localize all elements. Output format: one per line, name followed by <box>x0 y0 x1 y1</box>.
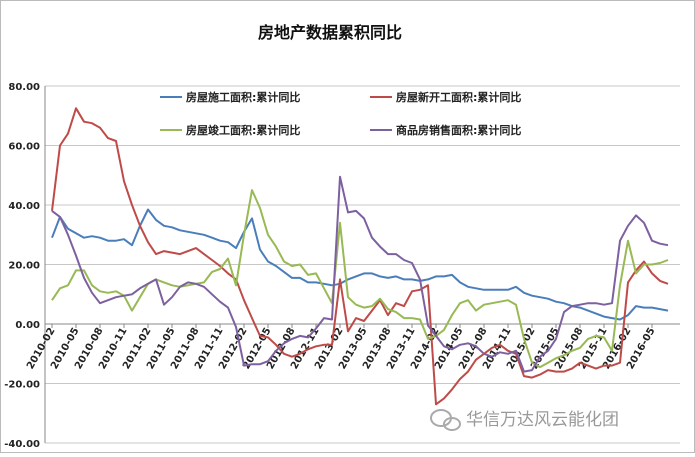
legend-label: 商品房销售面积:累计同比 <box>396 123 521 137</box>
series-line <box>51 175 669 373</box>
legend-item: 房屋新开工面积:累计同比 <box>370 90 521 104</box>
y-tick-label: 20.00 <box>8 261 40 272</box>
legend-item: 商品房销售面积:累计同比 <box>370 123 521 137</box>
legend-label: 房屋施工面积:累计同比 <box>186 90 300 104</box>
y-tick-label: 0.00 <box>15 320 40 331</box>
watermark: 华信万达风云能化团 <box>466 410 619 430</box>
legend-item: 房屋竣工面积:累计同比 <box>160 123 300 137</box>
legend-label: 房屋竣工面积:累计同比 <box>186 123 300 137</box>
y-tick-label: 40.00 <box>8 201 40 212</box>
chart-title: 房地产数据累积同比 <box>258 23 402 42</box>
y-tick-label: -40.00 <box>4 439 40 450</box>
y-tick-label: 80.00 <box>8 82 40 93</box>
series-line <box>51 208 669 321</box>
y-tick-label: 60.00 <box>8 142 40 153</box>
y-tick-label: -20.00 <box>4 380 40 391</box>
watermark-icon <box>430 409 461 431</box>
legend-label: 房屋新开工面积:累计同比 <box>396 90 521 104</box>
series-line <box>51 107 669 406</box>
legend-item: 房屋施工面积:累计同比 <box>160 90 300 104</box>
